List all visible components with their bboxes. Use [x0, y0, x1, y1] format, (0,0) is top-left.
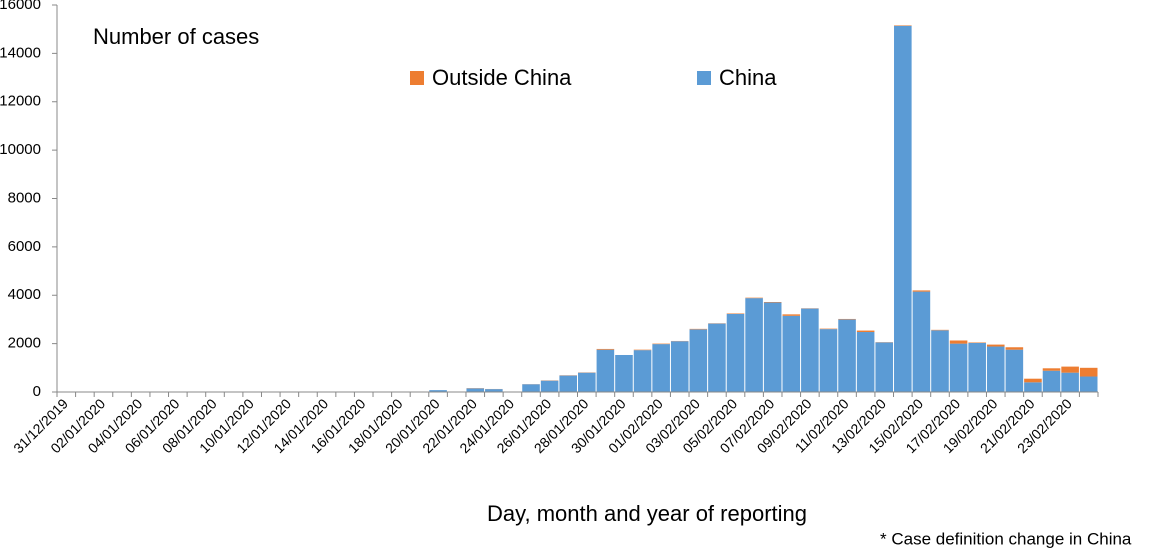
bar-segment: [522, 384, 540, 392]
bar-segment: [596, 349, 615, 392]
legend-label: Outside China: [432, 65, 572, 90]
bar-segment: [782, 314, 801, 316]
y-tick-label: 16000: [0, 0, 41, 13]
y-tick-label: 10000: [0, 141, 41, 158]
bar-segment: [949, 340, 968, 344]
bar-segment: [968, 342, 986, 392]
bar-segment: [1042, 368, 1061, 371]
legend-label: China: [719, 65, 777, 90]
y-tick-label: 6000: [8, 238, 41, 255]
y-tick-label: 12000: [0, 93, 41, 110]
bar-segment: [708, 323, 726, 392]
bar-segment: [596, 348, 615, 350]
bar-segment: [1079, 367, 1098, 377]
bar-segment: [633, 350, 652, 392]
bar-segment: [1061, 366, 1079, 373]
chart-title: Number of cases: [93, 24, 259, 49]
bar-segment: [689, 329, 708, 392]
y-tick-label: 4000: [8, 286, 41, 303]
bar-segment: [819, 329, 838, 392]
bar-segment: [986, 344, 1005, 347]
bar-segment: [838, 319, 856, 392]
bar-segment: [949, 343, 968, 392]
bar-segment: [1042, 370, 1061, 392]
bar-segment: [894, 25, 912, 393]
bar-segment: [670, 341, 689, 392]
bar-segment: [485, 389, 503, 392]
bar-segment: [912, 290, 931, 292]
bar-segment: [986, 346, 1005, 392]
y-tick-label: 2000: [8, 335, 41, 352]
legend-swatch: [410, 71, 424, 85]
bar-segment: [1061, 372, 1079, 392]
bar-segment: [856, 332, 875, 392]
bar-segment: [466, 388, 485, 392]
footnote: * Case definition change in China: [880, 529, 1132, 548]
bar-segment: [429, 390, 447, 392]
bar-segment: [615, 354, 633, 392]
bar-segment: [652, 344, 670, 392]
bar-segment: [578, 372, 596, 392]
x-axis-label: Day, month and year of reporting: [487, 501, 807, 526]
y-tick-label: 8000: [8, 189, 41, 206]
bar-segment: [931, 330, 949, 392]
bar-segment: [801, 308, 819, 392]
bar-segment: [559, 375, 577, 392]
bar-segment: [1024, 378, 1042, 383]
bar-segment: [1079, 376, 1098, 392]
bar-segment: [856, 330, 875, 333]
bar-segment: [745, 298, 763, 392]
bar-segment: [1005, 347, 1024, 350]
y-tick-label: 0: [33, 383, 41, 400]
legend-swatch: [697, 71, 711, 85]
bar-segment: [1024, 382, 1042, 392]
bar-segment: [912, 291, 931, 392]
bar-segment: [540, 380, 559, 392]
bar-segment: [726, 313, 745, 392]
bar-segment: [763, 302, 782, 392]
bar-segment: [1005, 349, 1024, 392]
bar-segment: [875, 342, 894, 392]
bar-segment: [782, 315, 801, 392]
y-tick-label: 14000: [0, 44, 41, 61]
